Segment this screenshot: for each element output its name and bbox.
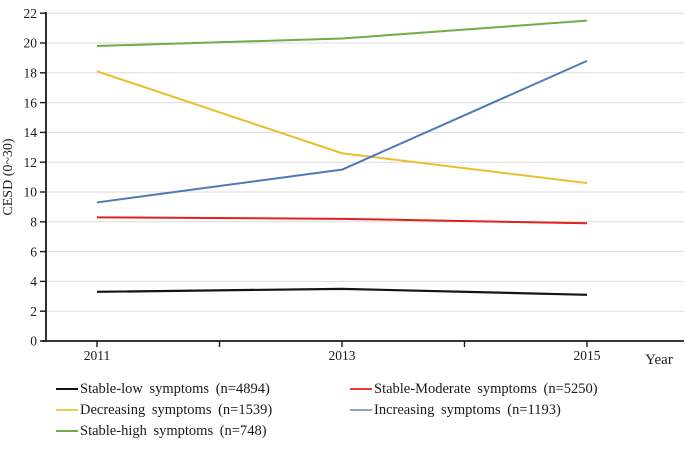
legend-label-stable-low: Stable-low symptoms (n=4894) xyxy=(80,381,270,397)
y-tick-label: 10 xyxy=(24,185,38,200)
y-tick-label: 0 xyxy=(30,334,37,349)
x-tick-label: 2013 xyxy=(329,348,356,363)
series-lines xyxy=(96,19,588,296)
chart-legend: Stable-low symptoms (n=4894) Stable-Moder… xyxy=(56,381,685,439)
y-tick-label: 18 xyxy=(24,66,38,81)
y-axis-title: CESD (0~30) xyxy=(1,138,16,216)
y-tick-label: 16 xyxy=(24,95,38,110)
y-tick-label: 22 xyxy=(24,6,38,21)
legend-label-stable-moderate: Stable-Moderate symptoms (n=5250) xyxy=(374,381,598,397)
x-tick-label: 2015 xyxy=(574,348,601,363)
legend-swatch-stable-high xyxy=(56,429,78,433)
series-line-stable-high xyxy=(96,19,588,47)
series-line-decreasing xyxy=(96,70,588,185)
x-axis-title: Year xyxy=(645,352,673,368)
legend-label-decreasing: Decreasing symptoms (n=1539) xyxy=(80,402,273,418)
y-tick-label: 14 xyxy=(24,125,38,140)
y-tick-label: 20 xyxy=(24,36,38,51)
legend-item-decreasing: Decreasing symptoms (n=1539) xyxy=(56,402,350,418)
gridlines xyxy=(46,12,684,312)
legend-label-stable-high: Stable-high symptoms (n=748) xyxy=(80,423,267,439)
x-tick-label: 2011 xyxy=(84,348,111,363)
line-chart: 0 2 4 6 8 10 12 14 16 18 20 22 2011 2013 2015 CESD (0~… xyxy=(1,6,684,368)
y-tick-label: 6 xyxy=(30,244,37,259)
legend-label-increasing: Increasing symptoms (n=1193) xyxy=(374,402,561,418)
y-tick-label: 4 xyxy=(30,274,37,289)
legend-item-stable-high: Stable-high symptoms (n=748) xyxy=(56,423,350,439)
legend-swatch-stable-moderate xyxy=(350,387,372,391)
y-tick-label: 12 xyxy=(24,155,38,170)
legend-item-stable-moderate: Stable-Moderate symptoms (n=5250) xyxy=(350,381,685,397)
legend-item-stable-low: Stable-low symptoms (n=4894) xyxy=(56,381,350,397)
y-tick-label: 8 xyxy=(30,215,37,230)
legend-item-increasing: Increasing symptoms (n=1193) xyxy=(350,402,685,418)
series-line-increasing xyxy=(96,59,588,204)
legend-swatch-decreasing xyxy=(56,408,78,412)
series-line-stable-moderate xyxy=(96,216,588,225)
legend-swatch-increasing xyxy=(350,408,372,412)
legend-swatch-stable-low xyxy=(56,387,78,391)
series-line-stable-low xyxy=(96,287,588,296)
axes: 0 2 4 6 8 10 12 14 16 18 20 22 2011 2013 2015 xyxy=(24,6,684,363)
y-tick-label: 2 xyxy=(30,304,37,319)
